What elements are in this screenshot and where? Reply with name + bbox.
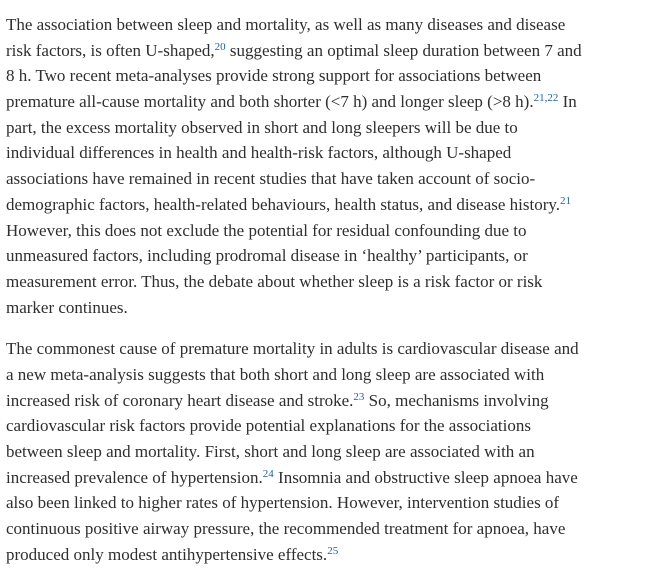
text: associations have remained in recent stu… (6, 169, 536, 189)
text: individual differences in health and hea… (6, 143, 512, 163)
text: cardiovascular risk factors provide pote… (6, 416, 531, 436)
text-line: associations have remained in recent stu… (6, 166, 642, 192)
text-line: premature all-cause mortality and both s… (6, 89, 642, 115)
text: increased risk of coronary heart disease… (6, 390, 354, 410)
text: continuous positive airway pressure, the… (6, 519, 566, 539)
text: increased prevalence of hypertension. (6, 467, 263, 487)
citation-link[interactable]: 20 (214, 40, 226, 53)
text-line: cardiovascular risk factors provide pote… (6, 413, 642, 439)
citation-link[interactable]: 24 (262, 467, 274, 480)
text: However, this does not exclude the poten… (6, 220, 527, 240)
text: produced only modest antihypertensive ef… (6, 544, 328, 564)
text-line: individual differences in health and hea… (6, 140, 642, 166)
citation-link[interactable]: 25 (327, 544, 339, 557)
text-line: a new meta-analysis suggests that both s… (6, 362, 642, 388)
citation-link[interactable]: 21 (560, 194, 572, 207)
citation-link[interactable]: 23 (353, 390, 365, 403)
text-line: increased prevalence of hypertension.24 … (6, 465, 642, 491)
text: The commonest cause of premature mortali… (6, 339, 579, 359)
text: a new meta-analysis suggests that both s… (6, 364, 545, 384)
text: The association between sleep and mortal… (6, 15, 566, 34)
text-line: produced only modest antihypertensive ef… (6, 542, 642, 568)
text: unmeasured factors, including prodromal … (6, 246, 528, 266)
text: demographic factors, health-related beha… (6, 194, 561, 214)
text: suggesting an optimal sleep duration bet… (225, 40, 582, 60)
text-line: The commonest cause of premature mortali… (6, 336, 642, 362)
text: So, mechanisms involving (364, 390, 549, 410)
text: 8 h. Two recent meta-analyses provide st… (6, 66, 542, 86)
text: premature all-cause mortality and both s… (6, 92, 534, 112)
text-line: demographic factors, health-related beha… (6, 192, 642, 218)
text: part, the excess mortality observed in s… (6, 117, 518, 137)
text-line: However, this does not exclude the poten… (6, 218, 642, 244)
text-line: risk factors, is often U-shaped,20 sugge… (6, 38, 642, 64)
paragraph: The association between sleep and mortal… (6, 12, 646, 320)
text-line: 8 h. Two recent meta-analyses provide st… (6, 63, 642, 89)
text-line: continuous positive airway pressure, the… (6, 516, 642, 542)
text-line: also been linked to higher rates of hype… (6, 490, 642, 516)
text: In (558, 92, 577, 112)
text: Insomnia and obstructive sleep apnoea ha… (273, 467, 578, 487)
text: risk factors, is often U-shaped, (6, 40, 215, 60)
paragraph: The commonest cause of premature mortali… (6, 336, 646, 567)
text: between sleep and mortality. First, shor… (6, 442, 535, 461)
text-line: unmeasured factors, including prodromal … (6, 243, 642, 269)
text-line: The association between sleep and mortal… (6, 12, 642, 38)
text: measurement error. Thus, the debate abou… (6, 271, 543, 291)
text-line: marker continues. (6, 295, 642, 321)
text: also been linked to higher rates of hype… (6, 493, 560, 513)
text: marker continues. (6, 297, 128, 317)
text-line: part, the excess mortality observed in s… (6, 115, 642, 141)
text-line: measurement error. Thus, the debate abou… (6, 269, 642, 295)
text-line: between sleep and mortality. First, shor… (6, 439, 642, 465)
text-line: increased risk of coronary heart disease… (6, 388, 642, 414)
citation-link[interactable]: 21,22 (533, 92, 559, 105)
